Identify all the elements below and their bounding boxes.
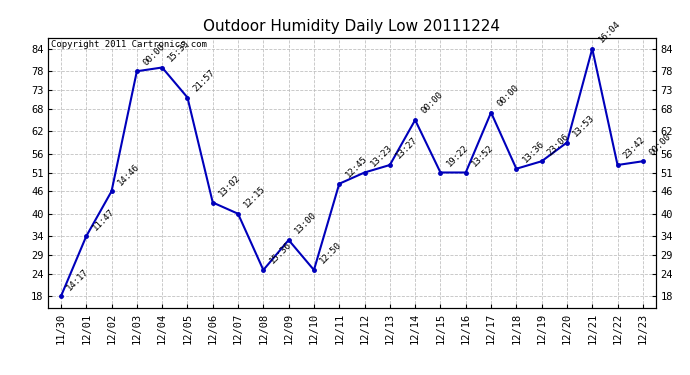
Text: 00:00: 00:00 bbox=[647, 132, 672, 157]
Text: 13:23: 13:23 bbox=[368, 143, 394, 168]
Text: 19:22: 19:22 bbox=[444, 143, 470, 168]
Text: 14:46: 14:46 bbox=[116, 162, 141, 187]
Text: 00:00: 00:00 bbox=[420, 90, 444, 116]
Text: 11:47: 11:47 bbox=[90, 207, 116, 232]
Text: 23:42: 23:42 bbox=[622, 135, 647, 161]
Text: 13:53: 13:53 bbox=[571, 113, 596, 138]
Text: 00:00: 00:00 bbox=[141, 42, 166, 67]
Text: 16:04: 16:04 bbox=[596, 19, 622, 45]
Text: Copyright 2011 Cartronics.com: Copyright 2011 Cartronics.com bbox=[51, 40, 207, 49]
Text: 13:36: 13:36 bbox=[520, 139, 546, 165]
Text: 21:57: 21:57 bbox=[192, 68, 217, 93]
Text: 12:45: 12:45 bbox=[344, 154, 368, 180]
Text: 12:15: 12:15 bbox=[242, 184, 268, 210]
Text: 12:50: 12:50 bbox=[318, 240, 344, 266]
Text: 13:00: 13:00 bbox=[293, 210, 318, 236]
Title: Outdoor Humidity Daily Low 20111224: Outdoor Humidity Daily Low 20111224 bbox=[204, 18, 500, 33]
Text: 15:33: 15:33 bbox=[166, 38, 192, 63]
Text: 23:06: 23:06 bbox=[546, 132, 571, 157]
Text: 00:00: 00:00 bbox=[495, 83, 520, 108]
Text: 13:02: 13:02 bbox=[217, 173, 242, 198]
Text: 13:27: 13:27 bbox=[394, 135, 420, 161]
Text: 15:36: 15:36 bbox=[268, 240, 293, 266]
Text: 13:52: 13:52 bbox=[470, 143, 495, 168]
Text: 14:17: 14:17 bbox=[65, 267, 90, 292]
